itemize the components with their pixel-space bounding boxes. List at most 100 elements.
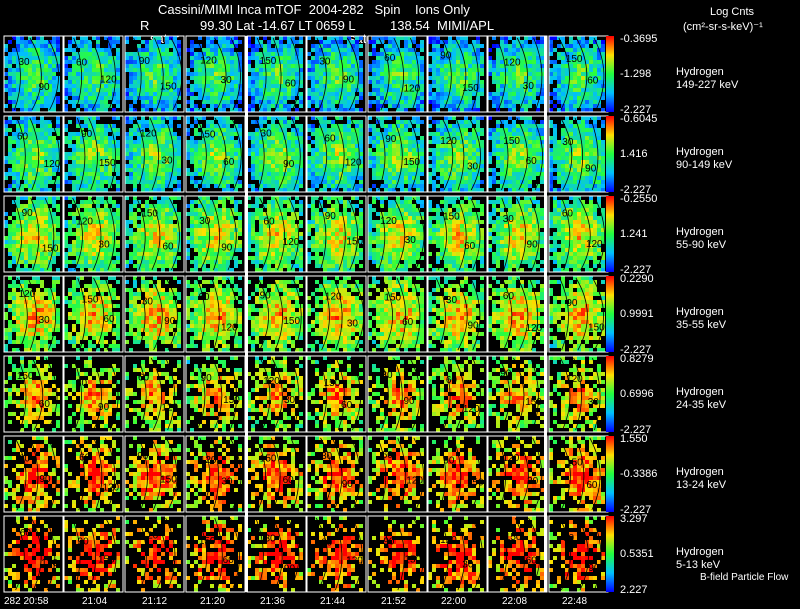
heatmap-cell: [32, 144, 36, 148]
heatmap-cell: [169, 60, 173, 64]
heatmap-cell: [20, 96, 24, 100]
heatmap-cell: [16, 104, 20, 108]
heatmap-cell: [72, 72, 76, 76]
heatmap-cell: [247, 168, 251, 172]
heatmap-cell: [601, 164, 605, 168]
heatmap-cell: [444, 56, 448, 60]
heatmap-cell: [96, 48, 100, 52]
heatmap-cell: [601, 140, 605, 144]
heatmap-cell: [230, 84, 234, 88]
heatmap-cell: [549, 176, 553, 180]
heatmap-cell: [72, 240, 76, 244]
heatmap-cell: [157, 164, 161, 168]
heatmap-cell: [347, 84, 351, 88]
heatmap-cell: [116, 128, 120, 132]
heatmap-cell: [218, 120, 222, 124]
heatmap-cell: [368, 124, 372, 128]
heatmap-cell: [194, 164, 198, 168]
heatmap-cell: [355, 184, 359, 188]
heatmap-cell: [230, 56, 234, 60]
info-r-label: R: [140, 18, 150, 33]
heatmap-cell: [218, 156, 222, 160]
heatmap-cell: [323, 120, 327, 124]
heatmap-cell: [416, 96, 420, 100]
heatmap-cell: [96, 56, 100, 60]
heatmap-cell: [40, 236, 44, 240]
heatmap-cell: [92, 176, 96, 180]
heatmap-cell: [76, 176, 80, 180]
heatmap-cell: [468, 136, 472, 140]
heatmap-cell: [589, 160, 593, 164]
heatmap-cell: [12, 148, 16, 152]
heatmap-cell: [16, 184, 20, 188]
heatmap-cell: [16, 176, 20, 180]
heatmap-cell: [299, 96, 303, 100]
heatmap-cell: [343, 52, 347, 56]
heatmap-cell: [173, 164, 177, 168]
heatmap-cell: [275, 108, 279, 112]
heatmap-cell: [573, 84, 577, 88]
heatmap-cell: [218, 36, 222, 40]
heatmap-cell: [279, 60, 283, 64]
heatmap-cell: [516, 48, 520, 52]
heatmap-cell: [488, 60, 492, 64]
heatmap-cell: [496, 68, 500, 72]
heatmap-cell: [72, 60, 76, 64]
heatmap-cell: [388, 44, 392, 48]
heatmap-cell: [202, 184, 206, 188]
heatmap-cell: [279, 100, 283, 104]
heatmap-cell: [452, 148, 456, 152]
heatmap-cell: [129, 116, 133, 120]
heatmap-cell: [92, 144, 96, 148]
heatmap-cell: [524, 116, 528, 120]
heatmap-cell: [460, 60, 464, 64]
heatmap-cell: [295, 40, 299, 44]
heatmap-cell: [165, 40, 169, 44]
heatmap-cell: [448, 124, 452, 128]
heatmap-cell: [549, 156, 553, 160]
heatmap-cell: [72, 184, 76, 188]
heatmap-cell: [480, 64, 484, 68]
heatmap-cell: [52, 168, 56, 172]
heatmap-cell: [376, 164, 380, 168]
heatmap-cell: [520, 80, 524, 84]
heatmap-cell: [32, 188, 36, 192]
heatmap-cell: [404, 152, 408, 156]
heatmap-cell: [532, 156, 536, 160]
heatmap-cell: [173, 132, 177, 136]
heatmap-cell: [412, 40, 416, 44]
heatmap-cell: [412, 144, 416, 148]
heatmap-cell: [597, 84, 601, 88]
heatmap-cell: [173, 144, 177, 148]
heatmap-cell: [532, 40, 536, 44]
heatmap-cell: [516, 100, 520, 104]
heatmap-cell: [28, 244, 32, 248]
heatmap-cell: [532, 72, 536, 76]
heatmap-cell: [48, 160, 52, 164]
heatmap-cell: [553, 72, 557, 76]
heatmap-cell: [198, 56, 202, 60]
heatmap-cell: [20, 44, 24, 48]
heatmap-cell: [416, 140, 420, 144]
heatmap-cell: [8, 244, 12, 248]
heatmap-cell: [141, 172, 145, 176]
heatmap-cell: [44, 48, 48, 52]
heatmap-cell: [24, 148, 28, 152]
heatmap-cell: [96, 128, 100, 132]
heatmap-cell: [384, 156, 388, 160]
heatmap-cell: [444, 180, 448, 184]
heatmap-cell: [589, 64, 593, 68]
heatmap-cell: [323, 152, 327, 156]
heatmap-cell: [331, 156, 335, 160]
heatmap-cell: [214, 168, 218, 172]
heatmap-cell: [64, 224, 68, 228]
heatmap-cell: [436, 72, 440, 76]
heatmap-cell: [327, 184, 331, 188]
heatmap-cell: [32, 84, 36, 88]
heatmap-cell: [271, 176, 275, 180]
heatmap-cell: [355, 68, 359, 72]
heatmap-cell: [319, 188, 323, 192]
heatmap-cell: [601, 60, 605, 64]
heatmap-cell: [259, 124, 263, 128]
heatmap-cell: [488, 180, 492, 184]
